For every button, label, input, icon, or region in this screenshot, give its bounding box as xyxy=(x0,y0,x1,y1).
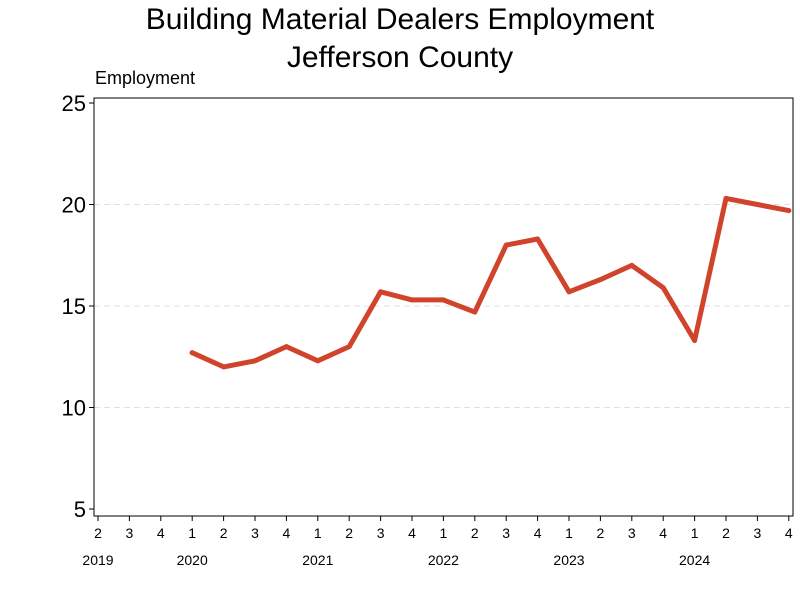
x-year-label: 2023 xyxy=(553,552,584,568)
plot-frame xyxy=(93,97,794,517)
x-quarter-label: 4 xyxy=(785,525,793,541)
y-tick-label: 5 xyxy=(74,497,86,522)
series-line xyxy=(189,195,792,370)
x-year-label: 2019 xyxy=(82,552,113,568)
data-point xyxy=(409,297,415,303)
y-tick-label: 20 xyxy=(62,193,86,218)
data-point xyxy=(723,195,729,201)
x-quarter-label: 3 xyxy=(251,525,259,541)
x-quarter-label: 3 xyxy=(377,525,385,541)
data-point xyxy=(786,208,792,214)
x-quarter-label: 3 xyxy=(628,525,636,541)
data-point xyxy=(566,289,572,295)
data-point xyxy=(503,242,509,248)
x-quarter-label: 4 xyxy=(157,525,165,541)
x-quarter-label: 4 xyxy=(408,525,416,541)
x-quarter-label: 4 xyxy=(534,525,542,541)
data-point xyxy=(660,285,666,291)
x-year-label: 2021 xyxy=(302,552,333,568)
x-quarter-label: 2 xyxy=(597,525,605,541)
data-point xyxy=(597,277,603,283)
x-quarter-label: 1 xyxy=(691,525,699,541)
y-axis-label: Employment xyxy=(95,68,196,88)
data-point xyxy=(346,344,352,350)
data-point xyxy=(315,358,321,364)
data-point xyxy=(440,297,446,303)
data-point xyxy=(378,289,384,295)
x-year-label: 2024 xyxy=(679,552,710,568)
data-point xyxy=(221,364,227,370)
x-quarter-label: 3 xyxy=(754,525,762,541)
chart-title: Building Material Dealers Employment xyxy=(145,3,655,36)
chart-subtitle: Jefferson County xyxy=(286,41,514,74)
data-point xyxy=(189,350,195,356)
x-quarter-label: 2 xyxy=(722,525,730,541)
y-tick-label: 10 xyxy=(62,396,86,421)
x-quarter-label: 2 xyxy=(94,525,102,541)
x-quarter-label: 1 xyxy=(314,525,322,541)
data-point xyxy=(283,344,289,350)
data-point xyxy=(252,358,258,364)
data-point xyxy=(629,262,635,268)
x-quarter-label: 1 xyxy=(565,525,573,541)
data-point xyxy=(692,338,698,344)
y-tick-label: 25 xyxy=(62,91,86,116)
x-quarter-label: 4 xyxy=(283,525,291,541)
x-year-label: 2020 xyxy=(177,552,208,568)
x-quarter-label: 1 xyxy=(188,525,196,541)
x-quarter-label: 4 xyxy=(659,525,667,541)
x-quarter-label: 3 xyxy=(126,525,134,541)
x-quarter-label: 2 xyxy=(220,525,228,541)
x-quarter-label: 2 xyxy=(471,525,479,541)
data-point xyxy=(754,202,760,207)
x-quarter-label: 1 xyxy=(440,525,448,541)
x-quarter-label: 2 xyxy=(345,525,353,541)
data-point xyxy=(472,309,478,315)
x-quarter-label: 3 xyxy=(502,525,510,541)
x-year-label: 2022 xyxy=(428,552,459,568)
data-point xyxy=(535,236,541,242)
y-tick-label: 15 xyxy=(62,294,86,319)
